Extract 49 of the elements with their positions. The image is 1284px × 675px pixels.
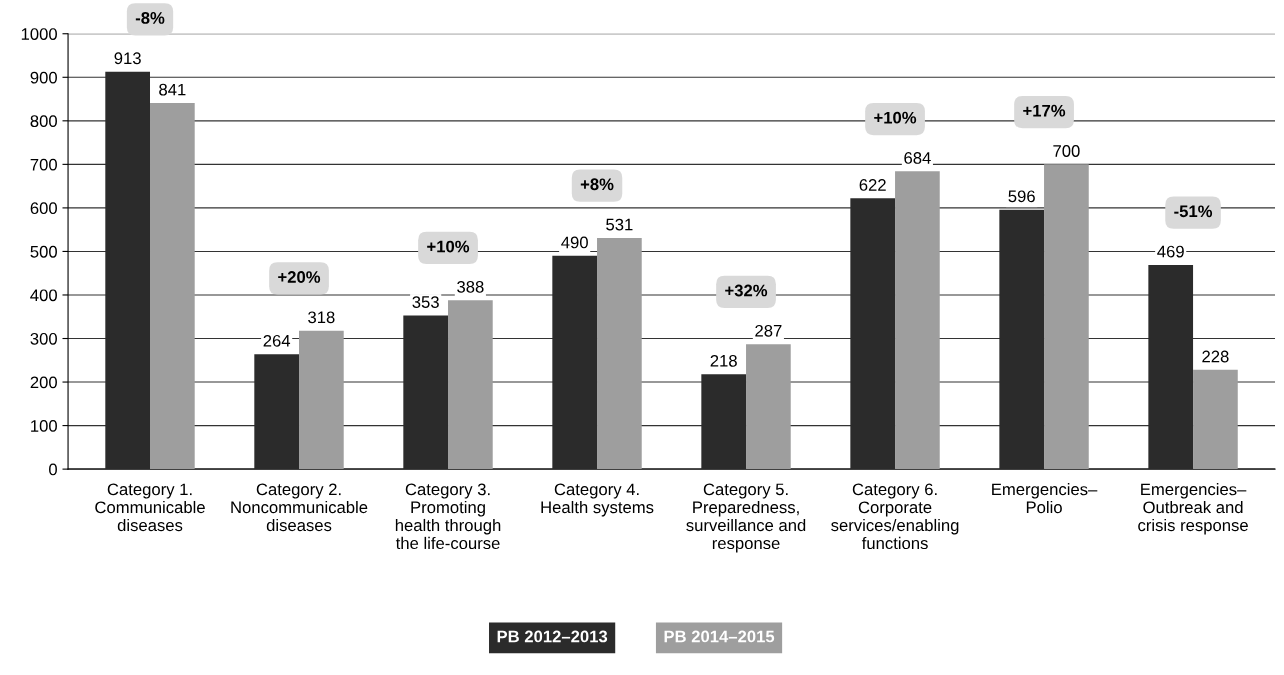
data-label: 531: [606, 218, 633, 231]
x-tick-label: Emergencies– Polio: [992, 483, 1098, 514]
y-tick-label: 0: [49, 463, 57, 476]
data-label: 318: [308, 311, 335, 324]
x-tick-label: Category 2. Noncommunicable diseases: [231, 483, 368, 532]
bar: [895, 171, 940, 470]
data-label: 490: [561, 236, 588, 249]
annotation: +17%: [1023, 104, 1066, 117]
bar: [1044, 164, 1089, 470]
x-tick-label: Category 4. Health systems: [541, 483, 654, 517]
y-tick-label: 500: [30, 245, 57, 258]
x-tick-label: Category 5. Preparedness, surveillance and response: [686, 483, 806, 553]
annotation: +32%: [725, 284, 768, 297]
data-label: 596: [1008, 190, 1035, 203]
data-label: 353: [412, 296, 439, 308]
x-tick-label: Category 6. Corporate services/enabling functions: [831, 483, 959, 550]
text: -8%: [135, 12, 165, 24]
data-label: 684: [904, 152, 931, 164]
annotation: -51%: [1174, 205, 1213, 218]
annotation: +8%: [580, 178, 614, 191]
annotation: +10%: [874, 111, 917, 124]
x-tick-label: Category 1. Communicable diseases: [95, 483, 205, 532]
annotation: +20%: [278, 271, 321, 283]
y-tick-label: 300: [30, 332, 57, 345]
x-tick-label: Emergencies– Outbreak and crisis response: [1138, 483, 1248, 535]
y-tick-label: 800: [30, 115, 57, 128]
data-label: 841: [159, 83, 186, 96]
data-label: 469: [1157, 245, 1184, 258]
data-label: 388: [457, 280, 484, 293]
data-label: 264: [263, 334, 291, 347]
y-tick-label: 1000: [21, 28, 57, 40]
y-tick-label: 900: [30, 71, 57, 84]
x-tick-label: Category 3. Promoting health through the life-course: [395, 483, 501, 550]
text: PB 2014–2015: [664, 630, 775, 643]
data-label: 287: [755, 324, 782, 337]
bar: [448, 300, 493, 470]
y-tick-label: 700: [30, 158, 57, 171]
data-label: 228: [1202, 350, 1229, 363]
y-tick-label: 400: [30, 289, 57, 302]
annotation: +10%: [427, 240, 470, 253]
text: PB 2012–2013: [497, 630, 608, 643]
y-tick-label: 600: [30, 202, 57, 215]
data-label: 622: [859, 179, 886, 191]
y-tick-label: 100: [31, 419, 57, 432]
y-tick-label: 200: [30, 376, 57, 389]
data-label: 700: [1053, 145, 1080, 157]
data-label: 218: [710, 354, 737, 367]
bar: [746, 344, 791, 470]
data-label: 913: [114, 52, 141, 65]
